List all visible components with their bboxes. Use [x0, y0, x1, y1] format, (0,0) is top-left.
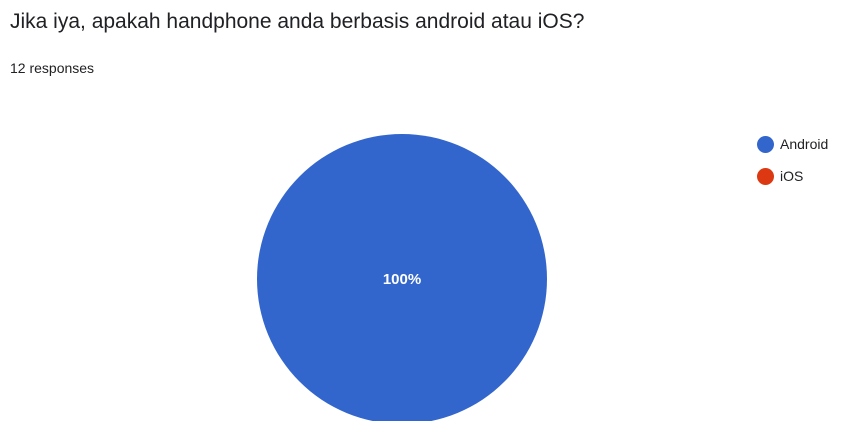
legend-label-android: Android — [780, 136, 829, 152]
legend-swatch-ios — [757, 167, 774, 185]
legend-item-android[interactable]: Android — [757, 132, 828, 156]
pie-slice-label-android: 100% — [383, 271, 421, 288]
question-title: Jika iya, apakah handphone anda berbasis… — [10, 10, 585, 33]
legend-item-ios[interactable]: iOS — [757, 164, 828, 188]
response-count: 12 responses — [10, 60, 95, 76]
legend-swatch-android — [757, 135, 774, 153]
legend-label-ios: iOS — [780, 168, 804, 184]
pie-slice-android[interactable] — [257, 134, 547, 421]
chart-legend: Android iOS — [757, 132, 828, 196]
